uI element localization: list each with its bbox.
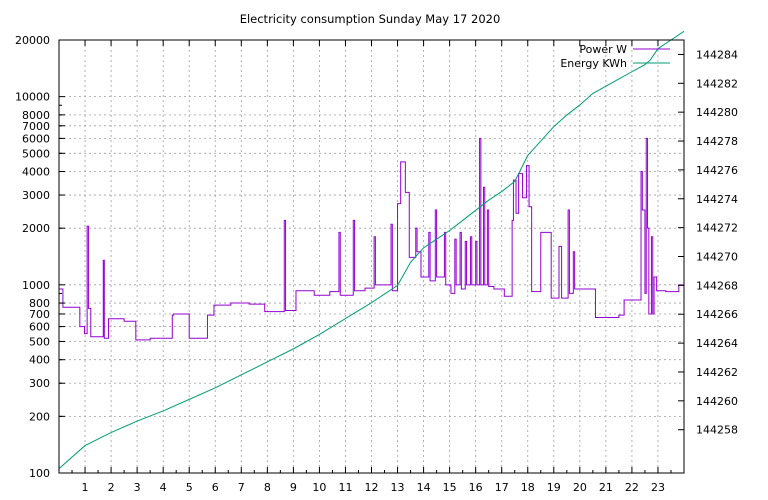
- x-tick-label: 12: [365, 481, 379, 494]
- x-tick-label: 20: [573, 481, 587, 494]
- y-left-tick-label: 10000: [15, 91, 50, 104]
- x-tick-label: 13: [391, 481, 405, 494]
- y-right-tick-label: 144274: [696, 193, 738, 206]
- y-right-tick-label: 144258: [696, 424, 738, 437]
- x-tick-label: 2: [108, 481, 115, 494]
- legend-label-energy: Energy KWh: [560, 57, 627, 70]
- y-right-tick-label: 144280: [696, 106, 738, 119]
- y-left-tick-label: 5000: [22, 147, 50, 160]
- y-right-tick-label: 144264: [696, 337, 738, 350]
- legend-label-power: Power W: [579, 43, 627, 56]
- y-left-tick-label: 8000: [22, 109, 50, 122]
- y-left-tick-label: 4000: [22, 166, 50, 179]
- y-left-tick-label: 400: [29, 354, 50, 367]
- y-right-tick-label: 144268: [696, 279, 738, 292]
- x-tick-label: 4: [160, 481, 167, 494]
- y-right-tick-label: 144282: [696, 77, 738, 90]
- power-series-line: [59, 137, 684, 341]
- y-right-tick-label: 144284: [696, 48, 738, 61]
- y-right-tick-label: 144278: [696, 135, 738, 148]
- y-right-tick-label: 144270: [696, 251, 738, 264]
- y-right-tick-label: 144272: [696, 222, 738, 235]
- tick-layer: 1 2 3 4 5 6 7 8 9 10 11 12 13 14 15 16 17 18 19 20 21 22 23100…: [15, 34, 738, 494]
- y-left-tick-label: 6000: [22, 132, 50, 145]
- x-tick-label: 19: [547, 481, 561, 494]
- x-tick-label: 11: [338, 481, 352, 494]
- x-tick-label: 6: [212, 481, 219, 494]
- y-left-tick-label: 100: [29, 467, 50, 480]
- x-tick-label: 8: [264, 481, 271, 494]
- x-tick-label: 22: [625, 481, 639, 494]
- x-tick-label: 7: [238, 481, 245, 494]
- x-tick-label: 9: [290, 481, 297, 494]
- y-right-tick-label: 144262: [696, 366, 738, 379]
- x-tick-label: 18: [521, 481, 535, 494]
- y-left-tick-label: 500: [29, 335, 50, 348]
- x-tick-label: 23: [651, 481, 665, 494]
- x-tick-label: 5: [186, 481, 193, 494]
- x-tick-label: 16: [469, 481, 483, 494]
- x-tick-label: 15: [443, 481, 457, 494]
- y-left-tick-label: 800: [29, 297, 50, 310]
- y-left-tick-label: 7000: [22, 120, 50, 133]
- y-left-tick-label: 20000: [15, 34, 50, 47]
- chart-title: Electricity consumption Sunday May 17 20…: [240, 12, 501, 26]
- x-tick-label: 10: [312, 481, 326, 494]
- y-left-tick-label: 700: [29, 308, 50, 321]
- y-left-tick-label: 600: [29, 321, 50, 334]
- series-layer: [58, 30, 685, 470]
- grid: [59, 40, 684, 473]
- y-right-tick-label: 144266: [696, 308, 738, 321]
- x-tick-label: 3: [134, 481, 141, 494]
- energy-series-line: [58, 30, 685, 470]
- y-left-tick-label: 2000: [22, 222, 50, 235]
- x-tick-label: 14: [417, 481, 431, 494]
- legend: Power W Energy KWh: [560, 43, 670, 70]
- y-left-tick-label: 3000: [22, 189, 50, 202]
- x-tick-label: 17: [495, 481, 509, 494]
- y-left-tick-label: 300: [29, 377, 50, 390]
- y-right-tick-label: 144260: [696, 395, 738, 408]
- x-tick-label: 21: [599, 481, 613, 494]
- y-left-tick-label: 1000: [22, 279, 50, 292]
- y-right-tick-label: 144276: [696, 164, 738, 177]
- x-tick-label: 1: [82, 481, 89, 494]
- y-left-tick-label: 200: [29, 410, 50, 423]
